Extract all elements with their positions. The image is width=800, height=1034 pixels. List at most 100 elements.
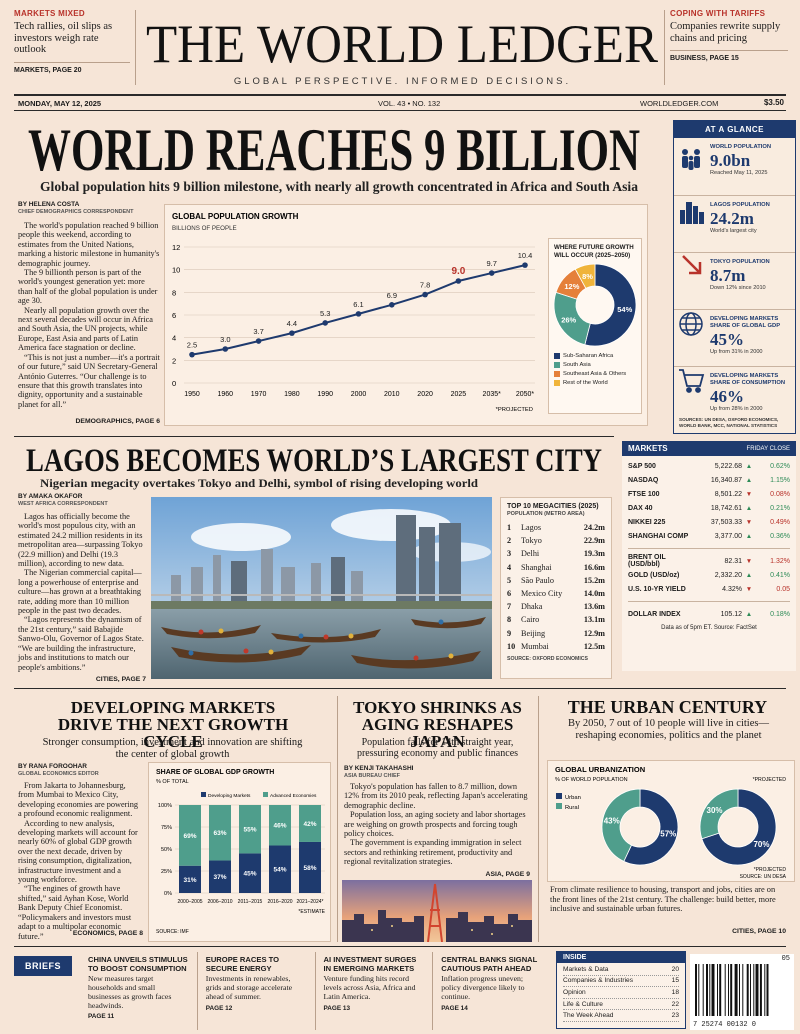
glance-note: Up from 31% in 2000 (710, 349, 763, 355)
table-cell: Mexico City (521, 589, 563, 599)
source: SOURCE: IMF (156, 929, 189, 935)
market-change: 0.05 (776, 585, 790, 593)
glance-note: Up from 28% in 2000 (710, 406, 763, 412)
inside-section: Life & Culture (563, 1000, 603, 1008)
barcode-bar (764, 964, 766, 1016)
gdp-chart: SHARE OF GLOBAL GDP GROWTH % OF TOTAL Deve… (156, 769, 326, 935)
value-label: 37% (213, 874, 226, 881)
note: *PROJECTED (754, 867, 787, 873)
barcode-bar (702, 964, 704, 1016)
point (255, 338, 262, 344)
slice-label: 54% (617, 305, 632, 314)
table-cell: São Paulo (521, 575, 554, 585)
barcode-bar (739, 964, 740, 1016)
market-change: 1.32% (770, 557, 790, 565)
teaser-kicker: COPING WITH TARIFFS (670, 9, 766, 18)
glance-list: WORLD POPULATION 9.0bn Reached May 11, 202… (674, 138, 795, 423)
x-tick-label: 1990 (317, 391, 333, 398)
slice-label: 8% (582, 272, 593, 281)
paragraph: Tokyo's population has fallen to 8.7 mil… (344, 782, 528, 810)
table-cell: 15.2m (583, 575, 605, 585)
legend-label: Urban (565, 795, 581, 801)
x-tick-label: 1980 (284, 391, 300, 398)
market-name: DOLLAR INDEX (628, 610, 681, 618)
value-label: 5.3 (320, 309, 330, 318)
lead-headline: WORLD REACHES 9 BILLION (28, 117, 640, 178)
table-cell: 14.0m (583, 589, 605, 599)
barcode-bar (753, 964, 755, 1016)
paragraph: “The engines of growth have shifted,” sa… (18, 884, 132, 941)
value-label: 45% (243, 871, 256, 878)
y-tick-label: 0% (164, 891, 172, 897)
table-cell: Dhaka (521, 602, 543, 612)
market-name: S&P 500 (628, 462, 656, 470)
x-tick-label: 1970 (251, 391, 267, 398)
lagos-photo (151, 497, 492, 679)
donut-chart: 54% 26% 12%8% (553, 263, 637, 347)
barcode-bar (728, 964, 729, 1016)
legend-item: Rest of the World (554, 378, 636, 387)
briefs-list: CHINA UNVEILS STIMULUS TO BOOST CONSUMPT… (80, 952, 550, 1030)
inside-row: Companies & Industries 15 (563, 976, 679, 988)
markets-box: MARKETS FRIDAY CLOSE S&P 500 5,222.68 ▲ 0.6… (622, 441, 796, 671)
byline: BY AMAKA OKAFOR (18, 493, 83, 500)
legend-swatch (263, 792, 268, 797)
x-tick-label: 2011–2015 (238, 899, 263, 905)
barcode-number: 7 25274 00132 0 (693, 1021, 757, 1029)
byline-role: GLOBAL ECONOMICS EDITOR (18, 771, 99, 777)
legend-swatch (554, 370, 560, 377)
market-change: 1.15% (770, 476, 790, 484)
icon-globe (679, 312, 703, 336)
chart-title: SHARE OF GLOBAL GDP GROWTH (156, 769, 274, 776)
market-arrow: ▲ (745, 532, 753, 540)
table-row: 9 Beijing 12.9m (507, 627, 605, 640)
bar-segment (299, 841, 321, 893)
market-name: GOLD (USD/oz) (628, 571, 680, 579)
teaser-text: Tech rallies, oil slips as investors wei… (14, 21, 113, 55)
point (522, 262, 528, 268)
y-tick-label: 6 (172, 311, 176, 320)
brief-headline: CENTRAL BANKS SIGNAL CAUTIOUS PATH AHEAD (441, 955, 538, 973)
table-row: 6 Mexico City 14.0m (507, 587, 605, 600)
glance-value: 45% (710, 330, 744, 349)
table-title: TOP 10 MEGACITIES (2025) (507, 503, 599, 510)
lagos-headline: LAGOS BECOMES WORLD’S LARGEST CITY (26, 443, 602, 478)
source: SOURCE: OXFORD ECONOMICS (507, 655, 588, 662)
lead-byline: BY HELENA COSTA CHIEF DEMOGRAPHICS CORRE… (18, 201, 160, 216)
legend-label: Advanced Economies (270, 793, 317, 799)
brief-text: Investments in renewables, grids and sto… (205, 974, 293, 1001)
market-row: NASDAQ 16,340.87 ▲ 1.15% (628, 473, 790, 487)
table-cell: 1 (507, 523, 512, 533)
market-name: DAX 40 (628, 504, 653, 512)
market-value: 4.32% (722, 585, 742, 593)
bar-segment (179, 805, 201, 866)
value-label: 9.0 (451, 266, 465, 277)
inside-section: The Week Ahead (563, 1012, 614, 1020)
teaser-text: Companies rewrite supply chains and pric… (670, 21, 781, 44)
slice-label: 26% (561, 315, 576, 324)
ref: ASIA, PAGE 9 (485, 871, 530, 878)
lagos-byline: BY AMAKA OKAFOR WEST AFRICA CORRESPONDEN… (18, 493, 146, 508)
value-label: 69% (183, 833, 196, 840)
title: THE WORLD LEDGER (146, 14, 658, 72)
bar-segment (239, 805, 261, 854)
bar-segment (209, 805, 231, 861)
legend-swatch (201, 792, 206, 797)
market-change: 0.18% (770, 610, 790, 618)
axis-label: % OF TOTAL (156, 779, 189, 785)
value-label: 55% (243, 827, 256, 834)
point (355, 311, 362, 317)
brief-ref: PAGE 13 (323, 1004, 351, 1012)
market-change: 0.36% (770, 532, 790, 540)
pie-slice (623, 788, 679, 866)
brief-text: Venture funding hits record levels acros… (323, 974, 416, 1001)
glance-icons (679, 149, 705, 393)
market-change: 0.21% (770, 504, 790, 512)
megacities-table: 1 Lagos 24.2m 2 Tokyo 22.9m 3 Delhi 19.3m 4 Shangh… (501, 521, 611, 653)
x-tick-label: 2035* (483, 391, 502, 398)
glance-value: 24.2m (710, 209, 754, 228)
market-arrow: ▲ (745, 571, 753, 579)
legend-swatch (554, 352, 560, 359)
table-cell: 10 (507, 641, 516, 651)
table-cell: Tokyo (521, 536, 542, 546)
